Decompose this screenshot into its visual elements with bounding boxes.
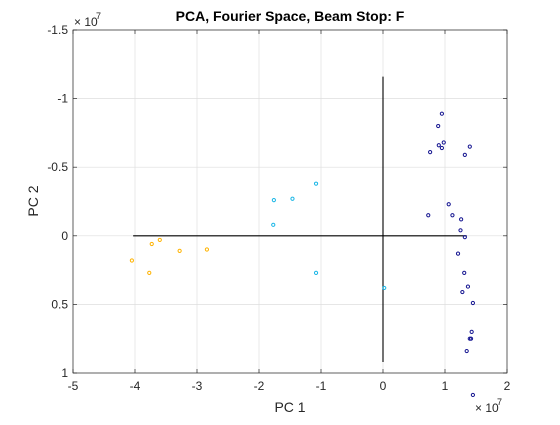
data-point: [436, 143, 441, 148]
data-points: [129, 111, 475, 398]
x-exponent-label: × 10: [475, 401, 499, 415]
x-tick-label: 0: [380, 379, 387, 393]
y-tick-label: -0.5: [47, 160, 68, 174]
data-point: [462, 152, 467, 157]
data-point: [382, 285, 387, 291]
y-tick-label: 0: [61, 229, 68, 243]
data-point: [149, 241, 154, 247]
data-point: [462, 235, 467, 240]
data-point: [439, 145, 444, 151]
data-point: [436, 123, 441, 129]
data-point: [465, 284, 471, 289]
axis-ticks: -5 -4 -3 -2 -1 0 1 2 -1.5 -1 -0.5 0 0.5 1: [47, 23, 510, 393]
data-point: [464, 348, 469, 354]
plot-border: [72, 29, 508, 374]
data-point: [455, 251, 461, 256]
x-axis-label: PC 1: [274, 399, 305, 415]
plot-area: [73, 30, 507, 373]
data-point: [470, 300, 475, 306]
data-point: [469, 329, 474, 334]
x-tick-label: -3: [192, 379, 203, 393]
x-tick-label: -1: [316, 379, 327, 393]
x-tick-label: -5: [68, 379, 79, 393]
data-point: [439, 111, 444, 116]
x-tick-label: -2: [254, 379, 265, 393]
data-point: [204, 247, 210, 252]
data-point: [313, 270, 319, 275]
x-tick-label: -4: [130, 379, 141, 393]
data-point: [271, 222, 276, 227]
x-tick-label: 2: [504, 379, 511, 393]
data-point: [177, 248, 182, 253]
data-point: [441, 140, 446, 145]
y-exponent-power: 7: [96, 11, 101, 21]
data-point: [426, 213, 431, 218]
y-axis-label: PC 2: [25, 185, 41, 216]
data-point: [428, 150, 433, 155]
data-point: [446, 202, 451, 207]
data-point: [467, 144, 472, 149]
data-point: [271, 198, 276, 203]
reference-lines: [133, 76, 467, 363]
data-point: [157, 237, 162, 243]
x-exponent-power: 7: [497, 397, 502, 407]
data-point: [462, 270, 467, 275]
data-point: [129, 258, 134, 263]
data-point: [459, 217, 464, 222]
y-tick-label: 1: [61, 366, 68, 380]
data-point: [458, 228, 463, 233]
x-tick-label: 1: [442, 379, 449, 393]
data-point: [313, 181, 319, 186]
y-tick-label: -1.5: [47, 23, 68, 37]
data-point: [470, 392, 475, 398]
chart-title: PCA, Fourier Space, Beam Stop: F: [176, 8, 405, 24]
data-point: [460, 289, 465, 295]
data-point: [147, 270, 152, 275]
y-tick-label: -1: [57, 92, 68, 106]
y-exponent-label: × 10: [74, 15, 98, 29]
y-tick-label: 0.5: [51, 297, 68, 311]
data-point: [290, 196, 295, 201]
data-point: [450, 213, 455, 218]
data-point: [468, 336, 474, 341]
